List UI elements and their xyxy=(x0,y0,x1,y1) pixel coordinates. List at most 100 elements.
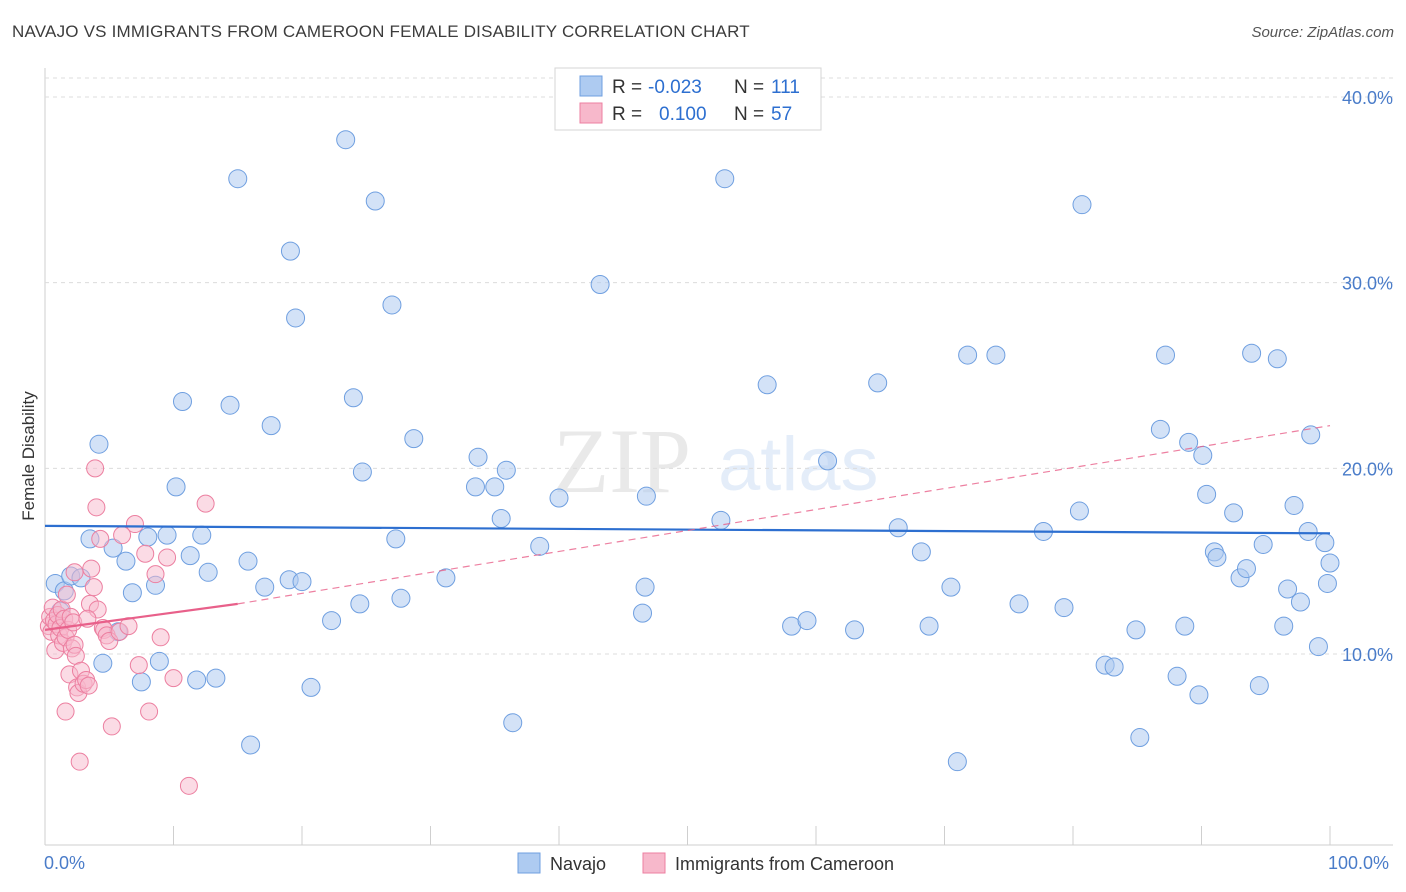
navajo-point xyxy=(286,308,306,328)
navajo-point xyxy=(180,546,200,566)
cameroon-r-value: 0.100 xyxy=(659,104,707,125)
navajo-point xyxy=(157,525,177,545)
cameroon-point xyxy=(102,717,121,736)
navajo-point xyxy=(797,611,817,631)
navajo-point xyxy=(1249,676,1269,696)
source-label: Source: ZipAtlas.com xyxy=(1251,24,1394,41)
navajo-point xyxy=(352,462,372,482)
navajo-point xyxy=(1069,501,1089,521)
navajo-point xyxy=(1197,484,1217,504)
watermark-zip: ZIP xyxy=(553,410,691,512)
navajo-point xyxy=(336,130,356,150)
navajo-point xyxy=(103,538,123,558)
navajo-point xyxy=(633,603,653,623)
x-ticks xyxy=(173,826,1331,845)
navajo-point xyxy=(941,577,961,597)
navajo-point xyxy=(1242,343,1262,363)
navajo-point xyxy=(1150,419,1170,439)
navajo-point xyxy=(1175,616,1195,636)
navajo-point xyxy=(198,562,218,582)
cameroon-point xyxy=(56,702,75,721)
navajo-point xyxy=(496,460,516,480)
cameroon-point xyxy=(158,548,177,567)
navajo-point xyxy=(503,713,523,733)
navajo-n-label: N = xyxy=(734,77,764,98)
navajo-point xyxy=(1009,594,1029,614)
navajo-point xyxy=(1298,521,1318,541)
cameroon-point xyxy=(84,578,103,597)
cameroon-point xyxy=(125,515,144,534)
navajo-point xyxy=(1130,728,1150,748)
navajo-point xyxy=(485,477,505,497)
y-tick-labels: 10.0% 20.0% 30.0% 40.0% xyxy=(1342,88,1393,665)
cameroon-trend-extension xyxy=(237,425,1331,605)
cameroon-point xyxy=(91,529,110,548)
navajo-point xyxy=(1054,598,1074,618)
cameroon-point xyxy=(136,544,155,563)
navajo-r-label: R = xyxy=(612,77,642,98)
navajo-point xyxy=(1179,432,1199,452)
navajo-point xyxy=(468,447,488,467)
y-tick-label: 10.0% xyxy=(1342,645,1393,665)
navajo-point xyxy=(89,434,109,454)
navajo-point xyxy=(818,451,838,471)
navajo-point xyxy=(93,653,113,673)
navajo-point xyxy=(1156,345,1176,365)
cameroon-trend-line xyxy=(44,602,238,631)
navajo-point xyxy=(868,373,888,393)
navajo-point xyxy=(138,527,158,547)
navajo-point xyxy=(888,518,908,538)
navajo-point xyxy=(391,588,411,608)
bottom-legend-cameroon-label: Immigrants from Cameroon xyxy=(675,854,894,874)
navajo-point xyxy=(1253,534,1273,554)
navajo-point xyxy=(436,568,456,588)
cameroon-point xyxy=(151,628,170,647)
navajo-point xyxy=(255,577,275,597)
navajo-point xyxy=(131,672,151,692)
navajo-point xyxy=(1320,553,1340,573)
navajo-point xyxy=(149,651,169,671)
cameroon-n-value: 57 xyxy=(771,104,792,125)
navajo-point xyxy=(1224,503,1244,523)
navajo-n-value: 111 xyxy=(771,77,800,98)
navajo-point xyxy=(530,536,550,556)
navajo-point xyxy=(715,169,735,189)
navajo-point xyxy=(322,611,342,631)
cameroon-point xyxy=(87,498,106,517)
navajo-point xyxy=(635,577,655,597)
navajo-points xyxy=(45,130,1340,772)
navajo-point xyxy=(404,429,424,449)
bottom-legend: Navajo Immigrants from Cameroon xyxy=(517,852,894,874)
navajo-point xyxy=(1189,685,1209,705)
navajo-point xyxy=(1193,445,1213,465)
cameroon-point xyxy=(146,565,165,584)
navajo-point xyxy=(465,477,485,497)
y-tick-label: 40.0% xyxy=(1342,88,1393,108)
stats-legend: R = -0.023 N = 111 R = 0.100 N = 57 xyxy=(554,67,822,131)
y-tick-label: 20.0% xyxy=(1342,459,1393,479)
navajo-point xyxy=(1072,195,1092,215)
navajo-point xyxy=(636,486,656,506)
navajo-trend-line xyxy=(44,524,1331,535)
bottom-legend-navajo-swatch xyxy=(517,852,541,874)
bottom-legend-navajo-label: Navajo xyxy=(550,854,606,874)
navajo-point xyxy=(1104,657,1124,677)
cameroon-point xyxy=(79,676,98,695)
navajo-point xyxy=(1167,666,1187,686)
watermark: ZIP atlas xyxy=(553,410,879,512)
navajo-point xyxy=(590,275,610,295)
navajo-point xyxy=(549,488,569,508)
cameroon-point xyxy=(129,656,148,675)
navajo-point xyxy=(919,616,939,636)
trend-lines xyxy=(44,425,1331,631)
cameroon-point xyxy=(57,585,76,604)
cameroon-point xyxy=(196,494,215,513)
cameroon-point xyxy=(179,776,198,795)
navajo-point xyxy=(1290,592,1310,612)
navajo-legend-swatch xyxy=(579,75,603,97)
bottom-legend-cameroon-swatch xyxy=(642,852,666,874)
navajo-point xyxy=(1267,349,1287,369)
navajo-point xyxy=(1207,547,1227,567)
navajo-point xyxy=(1308,637,1328,657)
x-tick-label-min: 0.0% xyxy=(44,853,85,873)
